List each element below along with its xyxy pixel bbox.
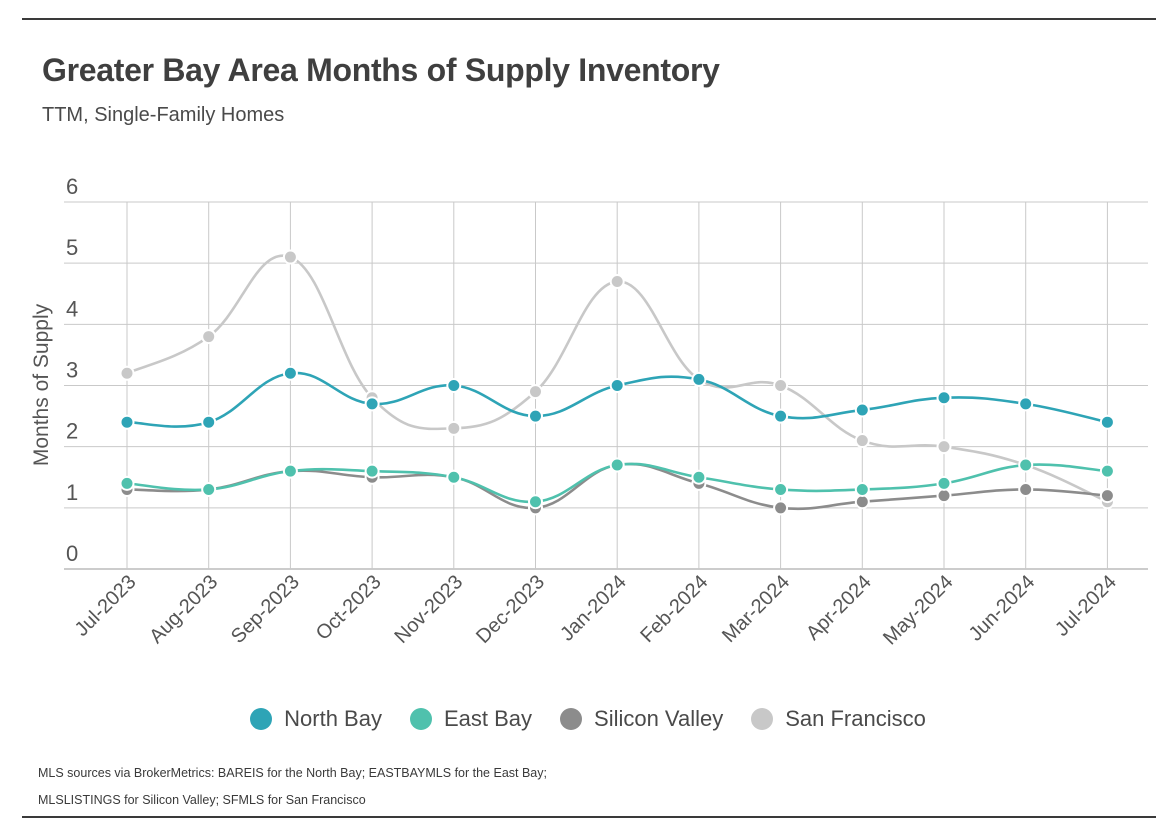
data-point-east-bay [119, 475, 135, 491]
y-tick-label: 3 [66, 358, 78, 383]
data-point-north-bay [773, 408, 789, 424]
x-tick-label: Jun-2024 [965, 571, 1040, 646]
x-tick-label: Jul-2023 [71, 571, 141, 641]
data-point-north-bay [282, 365, 298, 381]
data-point-san-francisco [282, 249, 298, 265]
legend-swatch [751, 708, 774, 730]
x-tick-label: Feb-2024 [636, 571, 712, 647]
x-tick-label: Dec-2023 [472, 571, 549, 648]
legend-label: East Bay [443, 706, 533, 731]
data-point-north-bay [364, 396, 380, 412]
data-point-north-bay [201, 414, 217, 430]
data-point-east-bay [854, 481, 870, 497]
data-point-north-bay [1018, 396, 1034, 412]
data-point-north-bay [1099, 414, 1115, 430]
x-tick-label: Nov-2023 [390, 571, 467, 648]
legend-item-san-francisco: San Francisco [751, 706, 926, 732]
series-north-bay [119, 365, 1115, 430]
data-point-east-bay [609, 457, 625, 473]
data-point-north-bay [609, 378, 625, 393]
legend-swatch [250, 708, 273, 730]
y-tick-label: 2 [66, 419, 78, 444]
data-point-east-bay [1018, 457, 1034, 473]
y-tick-label: 4 [66, 296, 78, 321]
data-point-north-bay [528, 408, 543, 424]
data-point-san-francisco [609, 274, 625, 290]
x-tick-label: Jul-2024 [1051, 571, 1121, 641]
chart-subtitle: TTM, Single-Family Homes [42, 104, 285, 126]
data-point-east-bay [528, 494, 543, 510]
x-tick-label: Mar-2024 [718, 571, 794, 647]
data-point-east-bay [364, 463, 380, 479]
y-tick-label: 0 [66, 541, 78, 566]
chart-title: Greater Bay Area Months of Supply Invent… [42, 52, 720, 88]
y-tick-label: 5 [66, 235, 78, 260]
data-point-north-bay [854, 402, 870, 418]
legend-swatch [409, 708, 432, 730]
legend-swatch [560, 708, 583, 730]
data-point-east-bay [201, 481, 217, 497]
source-note: MLS sources via BrokerMetrics: BAREIS fo… [38, 766, 547, 807]
data-point-east-bay [936, 475, 952, 491]
legend-label: Silicon Valley [594, 706, 724, 731]
series-east-bay [119, 457, 1115, 510]
x-tick-label: Sep-2023 [227, 571, 304, 648]
legend-item-east-bay: East Bay [409, 706, 533, 732]
data-point-north-bay [936, 390, 952, 406]
data-point-san-francisco [773, 378, 789, 393]
data-point-east-bay [1099, 463, 1115, 479]
data-point-east-bay [691, 469, 707, 485]
data-point-san-francisco [936, 439, 952, 455]
data-point-san-francisco [528, 384, 543, 400]
x-tick-label: Jan-2024 [556, 571, 631, 646]
legend-item-north-bay: North Bay [250, 706, 382, 732]
data-point-san-francisco [854, 433, 870, 449]
data-point-san-francisco [201, 329, 217, 345]
legend-label: San Francisco [785, 706, 926, 731]
grid [64, 201, 1148, 570]
x-tick-label: May-2024 [879, 571, 957, 649]
legend-label: North Bay [284, 706, 382, 731]
data-point-san-francisco [446, 420, 462, 436]
data-point-silicon-valley [773, 500, 789, 516]
data-point-san-francisco [119, 365, 135, 381]
y-tick-label: 6 [66, 174, 78, 199]
x-tick-label: Oct-2023 [312, 571, 386, 645]
series-layer [119, 249, 1115, 516]
data-point-east-bay [773, 481, 789, 497]
y-tick-label: 1 [66, 480, 78, 505]
y-axis-ticks: 0 1 2 3 4 5 6 [66, 174, 78, 566]
data-point-east-bay [282, 463, 298, 479]
x-tick-label: Apr-2024 [802, 571, 876, 645]
data-point-silicon-valley [1099, 488, 1115, 504]
data-point-north-bay [691, 371, 707, 387]
legend-item-silicon-valley: Silicon Valley [560, 706, 723, 732]
data-point-north-bay [446, 378, 462, 393]
data-point-silicon-valley [854, 494, 870, 510]
top-rule [22, 18, 1156, 20]
data-point-east-bay [446, 469, 462, 485]
data-point-silicon-valley [1018, 481, 1034, 497]
line-chart: 0 1 2 3 4 5 6 Jul-2023 Aug-2023 Sep-2023 Oct-2023… [30, 174, 1148, 649]
y-axis-label: Months of Supply [30, 303, 53, 466]
x-tick-label: Aug-2023 [145, 571, 222, 648]
legend: North Bay East Bay Silicon Valley San Franc… [0, 706, 1176, 732]
data-point-silicon-valley [936, 488, 952, 504]
data-point-north-bay [119, 414, 135, 430]
x-axis-ticks: Jul-2023 Aug-2023 Sep-2023 Oct-2023 Nov-2023… [71, 571, 1121, 649]
bottom-rule [22, 816, 1156, 818]
